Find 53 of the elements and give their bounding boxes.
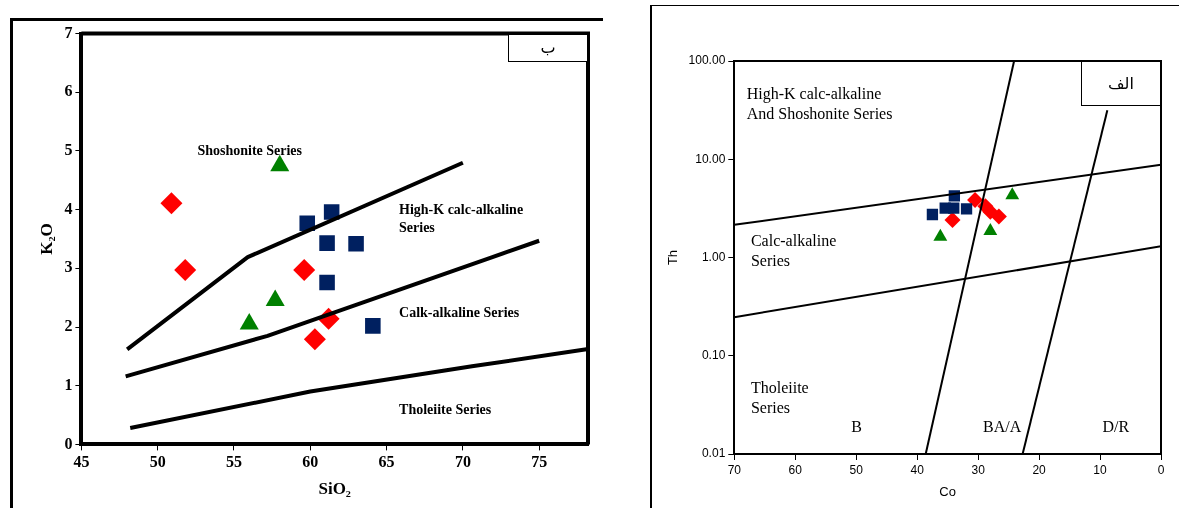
y-tick-label: 1	[64, 375, 73, 393]
x-tick-label: 60	[788, 462, 803, 477]
x-tick-label: 70	[727, 462, 742, 477]
y-axis-title: Th	[665, 249, 681, 266]
x-tick-label: 65	[378, 453, 395, 471]
annotation: Shoshonite Series	[197, 143, 303, 159]
y-tick-label: 10.00	[695, 151, 726, 166]
label-frame: الف	[1081, 61, 1161, 106]
annotation: High-K calc-alkaline And Shoshonite Series	[746, 84, 893, 122]
point	[348, 235, 364, 252]
y-tick-label: 3	[64, 258, 73, 276]
y-tick-label: 5	[64, 141, 73, 159]
y-tick-label: 6	[64, 82, 73, 100]
x-tick-label: 45	[73, 453, 90, 471]
x-tick-label: 75	[531, 453, 548, 471]
x-tick-label: 20	[1032, 462, 1047, 477]
point	[303, 328, 326, 351]
point	[319, 274, 335, 291]
point	[293, 259, 316, 282]
annotation: BA/A	[983, 418, 1022, 436]
y-tick-label: 4	[64, 199, 73, 217]
x-axis-title: Co	[939, 483, 956, 499]
annotation: Tholeiite Series	[750, 379, 809, 417]
x-tick-label: 60	[302, 453, 319, 471]
y-tick-label: 7	[64, 23, 73, 41]
y-tick-label: 0.01	[701, 446, 726, 461]
point	[174, 259, 197, 282]
chart-title: ب	[540, 38, 556, 58]
x-tick-label: 40	[910, 462, 925, 477]
y-tick-label: 1.00	[701, 249, 726, 264]
annotation: Tholeiite Series	[399, 401, 492, 417]
y-tick-label: 100.00	[688, 53, 726, 68]
point	[160, 192, 183, 215]
point	[319, 235, 335, 251]
annotation: B	[851, 418, 862, 436]
y-tick-label: 2	[64, 317, 73, 335]
x-tick-label: 30	[971, 462, 986, 477]
annotation: Calc-alkaline Series	[750, 232, 837, 270]
x-axis-title: SiO₂	[318, 479, 351, 499]
annotation: D/R	[1102, 418, 1130, 436]
y-axis-title: K₂O	[36, 223, 56, 255]
x-tick-label: 55	[225, 453, 242, 471]
annotation: Calk-alkaline Series	[399, 304, 520, 320]
label-frame: ب	[508, 33, 588, 62]
y-tick-label: 0	[64, 434, 73, 452]
annotation: High-K calc-alkaline Series	[399, 202, 524, 235]
x-tick-label: 50	[149, 453, 166, 471]
point	[365, 318, 381, 334]
x-tick-label: 10	[1093, 462, 1108, 477]
x-tick-label: 70	[454, 453, 471, 471]
x-tick-label: 50	[849, 462, 864, 477]
x-tick-label: 0	[1157, 462, 1165, 477]
y-tick-label: 0.10	[701, 348, 726, 363]
